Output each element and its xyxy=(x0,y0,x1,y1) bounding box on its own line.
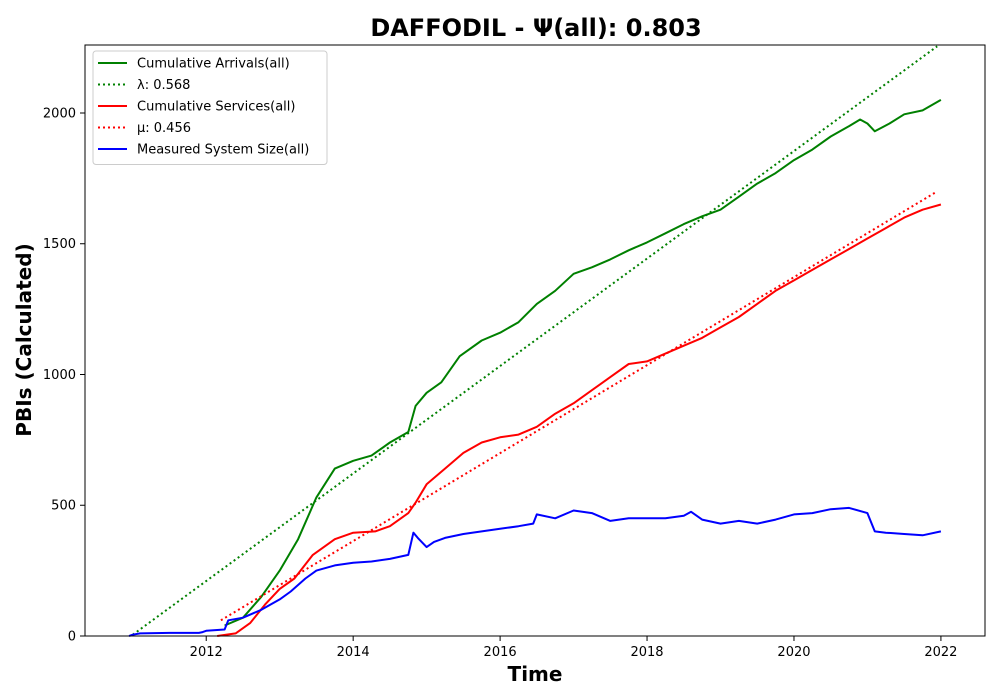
x-tick-label: 2014 xyxy=(337,645,370,660)
legend-label: μ: 0.456 xyxy=(137,121,191,136)
x-tick-label: 2012 xyxy=(190,645,223,660)
y-tick-label: 2000 xyxy=(43,106,76,121)
x-axis-title: Time xyxy=(508,662,563,686)
legend-label: Cumulative Arrivals(all) xyxy=(137,57,290,72)
x-tick-label: 2022 xyxy=(924,645,957,660)
y-tick-label: 1000 xyxy=(43,368,76,383)
series-line-2 xyxy=(217,203,942,637)
legend-label: Cumulative Services(all) xyxy=(137,100,295,115)
legend-box xyxy=(92,50,328,165)
y-axis-title: PBIs (Calculated) xyxy=(12,243,36,436)
y-tick-label: 500 xyxy=(51,499,76,514)
legend-label: λ: 0.568 xyxy=(137,78,190,93)
chart-title: DAFFODIL - Ψ(all): 0.803 xyxy=(370,14,701,42)
x-tick-label: 2016 xyxy=(484,645,517,660)
legend: Cumulative Arrivals(all) λ: 0.568 Cumulati… xyxy=(92,50,328,165)
axes-layer: 2012 2014 2016 2018 2020 2022 0 500 1000 1500 2000 xyxy=(43,44,986,660)
x-tick-label: 2020 xyxy=(777,645,810,660)
series-line-3 xyxy=(220,190,938,622)
series-line-1 xyxy=(132,45,938,636)
series-line-0 xyxy=(224,99,942,627)
y-tick-label: 0 xyxy=(68,630,76,645)
x-tick-label: 2018 xyxy=(630,645,663,660)
series-line-4 xyxy=(128,506,942,637)
plot-frame xyxy=(84,44,986,637)
y-tick-label: 1500 xyxy=(43,237,76,252)
legend-label: Measured System Size(all) xyxy=(137,143,309,158)
series-layer xyxy=(128,45,942,637)
